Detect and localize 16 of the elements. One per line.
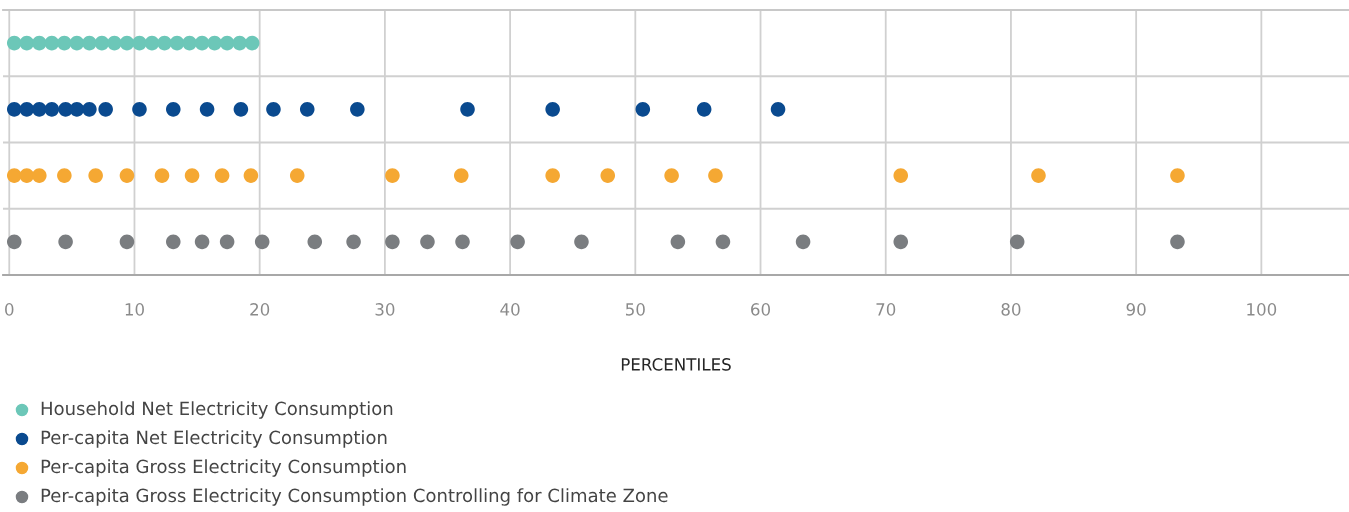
text: Per-capita Net Electricity Consumption bbox=[41, 430, 387, 448]
x-tick-label: 100 bbox=[1247, 303, 1277, 316]
x-tick-label: 50 bbox=[625, 303, 645, 316]
x-tick-label: 0 bbox=[5, 303, 14, 316]
x-tick-label: 10 bbox=[125, 303, 144, 316]
x-tick-label: 30 bbox=[375, 303, 395, 316]
x-tick-label: 80 bbox=[1001, 303, 1021, 316]
x-axis-title: PERCENTILES bbox=[621, 358, 731, 371]
x-tick-label: 20 bbox=[250, 303, 270, 316]
x-tick-label: 40 bbox=[500, 303, 520, 316]
x-tick-label: 70 bbox=[876, 303, 896, 316]
text: Per-capita Gross Electricity Consumption Controlling for Climate Zone bbox=[41, 488, 668, 506]
text: Household Net Electricity Consumption bbox=[41, 401, 393, 419]
text: Per-capita Gross Electricity Consumption bbox=[41, 459, 406, 477]
x-tick-label: 90 bbox=[1126, 303, 1146, 316]
x-tick-label: 60 bbox=[751, 303, 771, 316]
